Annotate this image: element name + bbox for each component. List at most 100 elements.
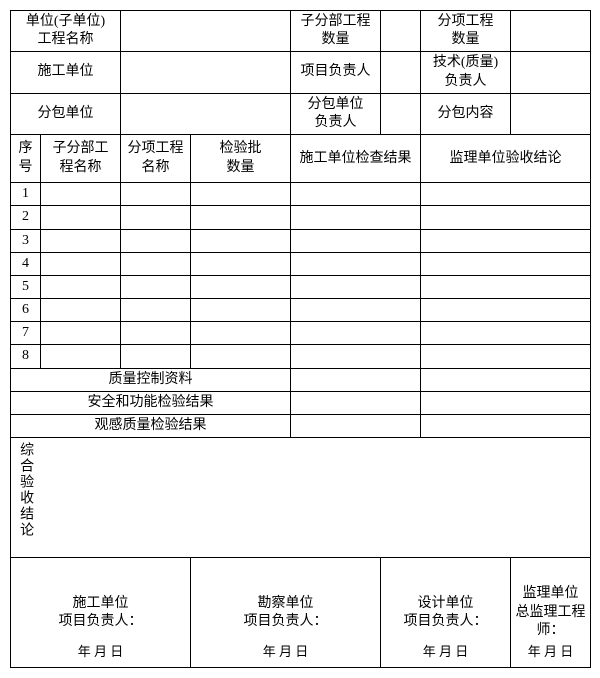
table-cell bbox=[421, 275, 591, 298]
value-contractor bbox=[121, 52, 291, 93]
table-cell bbox=[191, 322, 291, 345]
table-cell bbox=[41, 252, 121, 275]
sign-org: 设计单位 bbox=[385, 595, 506, 613]
col-item-name: 分项工程名称 bbox=[121, 135, 191, 183]
table-cell bbox=[421, 206, 591, 229]
sign-role: 项目负责人： bbox=[15, 613, 186, 631]
row-seq: 2 bbox=[11, 206, 41, 229]
label-sub-lead: 分包单位负责人 bbox=[291, 93, 381, 134]
value-item-count bbox=[511, 11, 591, 52]
table-cell bbox=[191, 345, 291, 368]
value-safety-func-1 bbox=[291, 391, 421, 414]
value-sub-content bbox=[511, 93, 591, 134]
value-tech-lead bbox=[511, 52, 591, 93]
row-seq: 3 bbox=[11, 229, 41, 252]
sign-org: 监理单位 bbox=[515, 585, 586, 603]
value-appearance-1 bbox=[291, 415, 421, 438]
table-cell bbox=[41, 299, 121, 322]
conclusion-label: 综合验收结论 bbox=[16, 442, 34, 538]
label-pm: 项目负责人 bbox=[291, 52, 381, 93]
value-pm bbox=[381, 52, 421, 93]
label-item-count: 分项工程数量 bbox=[421, 11, 511, 52]
table-cell bbox=[291, 299, 421, 322]
sign-role: 总监理工程师： bbox=[515, 604, 586, 640]
table-cell bbox=[121, 322, 191, 345]
value-appearance-2 bbox=[421, 415, 591, 438]
col-seq: 序号 bbox=[11, 135, 41, 183]
table-cell bbox=[121, 299, 191, 322]
table-cell bbox=[421, 322, 591, 345]
table-cell bbox=[421, 299, 591, 322]
conclusion-cell: 综合验收结论 bbox=[11, 438, 591, 558]
table-cell bbox=[41, 322, 121, 345]
table-cell bbox=[291, 322, 421, 345]
table-cell bbox=[121, 275, 191, 298]
sign-org: 勘察单位 bbox=[195, 595, 376, 613]
col-subpart-name: 子分部工程名称 bbox=[41, 135, 121, 183]
table-cell bbox=[121, 252, 191, 275]
col-contractor-result: 施工单位检查结果 bbox=[291, 135, 421, 183]
row-seq: 1 bbox=[11, 183, 41, 206]
table-cell bbox=[421, 345, 591, 368]
label-sub-content: 分包内容 bbox=[421, 93, 511, 134]
sign-block-contractor: 施工单位 项目负责人： 年 月 日 bbox=[11, 558, 191, 668]
col-batch-count: 检验批数量 bbox=[191, 135, 291, 183]
sign-role: 项目负责人： bbox=[195, 613, 376, 631]
table-cell bbox=[421, 252, 591, 275]
table-cell bbox=[41, 183, 121, 206]
table-cell bbox=[291, 229, 421, 252]
table-cell bbox=[121, 229, 191, 252]
table-cell bbox=[41, 275, 121, 298]
table-cell bbox=[191, 229, 291, 252]
table-cell bbox=[41, 345, 121, 368]
row-seq: 6 bbox=[11, 299, 41, 322]
sign-date: 年 月 日 bbox=[191, 644, 380, 661]
table-cell bbox=[291, 206, 421, 229]
label-contractor: 施工单位 bbox=[11, 52, 121, 93]
label-subpart-count: 子分部工程数量 bbox=[291, 11, 381, 52]
sign-role: 项目负责人： bbox=[385, 613, 506, 631]
table-cell bbox=[421, 183, 591, 206]
table-cell bbox=[41, 229, 121, 252]
table-cell bbox=[41, 206, 121, 229]
col-supervisor-result: 监理单位验收结论 bbox=[421, 135, 591, 183]
sign-date: 年 月 日 bbox=[11, 644, 190, 661]
sign-org: 施工单位 bbox=[15, 595, 186, 613]
sign-block-supervisor: 监理单位 总监理工程师： 年 月 日 bbox=[511, 558, 591, 668]
sign-block-survey: 勘察单位 项目负责人： 年 月 日 bbox=[191, 558, 381, 668]
sign-block-design: 设计单位 项目负责人： 年 月 日 bbox=[381, 558, 511, 668]
row-seq: 5 bbox=[11, 275, 41, 298]
label-tech-lead: 技术(质量)负责人 bbox=[421, 52, 511, 93]
label-unit-name: 单位(子单位)工程名称 bbox=[11, 11, 121, 52]
table-cell bbox=[121, 206, 191, 229]
value-sub-lead bbox=[381, 93, 421, 134]
value-quality-docs-2 bbox=[421, 368, 591, 391]
table-cell bbox=[191, 206, 291, 229]
inspection-form-table: 单位(子单位)工程名称 子分部工程数量 分项工程数量 施工单位 项目负责人 技术… bbox=[10, 10, 591, 668]
value-quality-docs-1 bbox=[291, 368, 421, 391]
table-cell bbox=[121, 183, 191, 206]
table-cell bbox=[191, 183, 291, 206]
row-seq: 4 bbox=[11, 252, 41, 275]
table-cell bbox=[191, 275, 291, 298]
value-subcontractor bbox=[121, 93, 291, 134]
value-unit-name bbox=[121, 11, 291, 52]
table-cell bbox=[121, 345, 191, 368]
row-seq: 7 bbox=[11, 322, 41, 345]
sign-date: 年 月 日 bbox=[381, 644, 510, 661]
table-cell bbox=[291, 183, 421, 206]
table-cell bbox=[421, 229, 591, 252]
label-quality-docs: 质量控制资料 bbox=[11, 368, 291, 391]
label-appearance: 观感质量检验结果 bbox=[11, 415, 291, 438]
table-cell bbox=[291, 345, 421, 368]
row-seq: 8 bbox=[11, 345, 41, 368]
table-cell bbox=[191, 252, 291, 275]
label-safety-func: 安全和功能检验结果 bbox=[11, 391, 291, 414]
sign-date: 年 月 日 bbox=[511, 644, 590, 661]
label-subcontractor: 分包单位 bbox=[11, 93, 121, 134]
table-cell bbox=[191, 299, 291, 322]
value-subpart-count bbox=[381, 11, 421, 52]
value-safety-func-2 bbox=[421, 391, 591, 414]
table-cell bbox=[291, 252, 421, 275]
table-cell bbox=[291, 275, 421, 298]
